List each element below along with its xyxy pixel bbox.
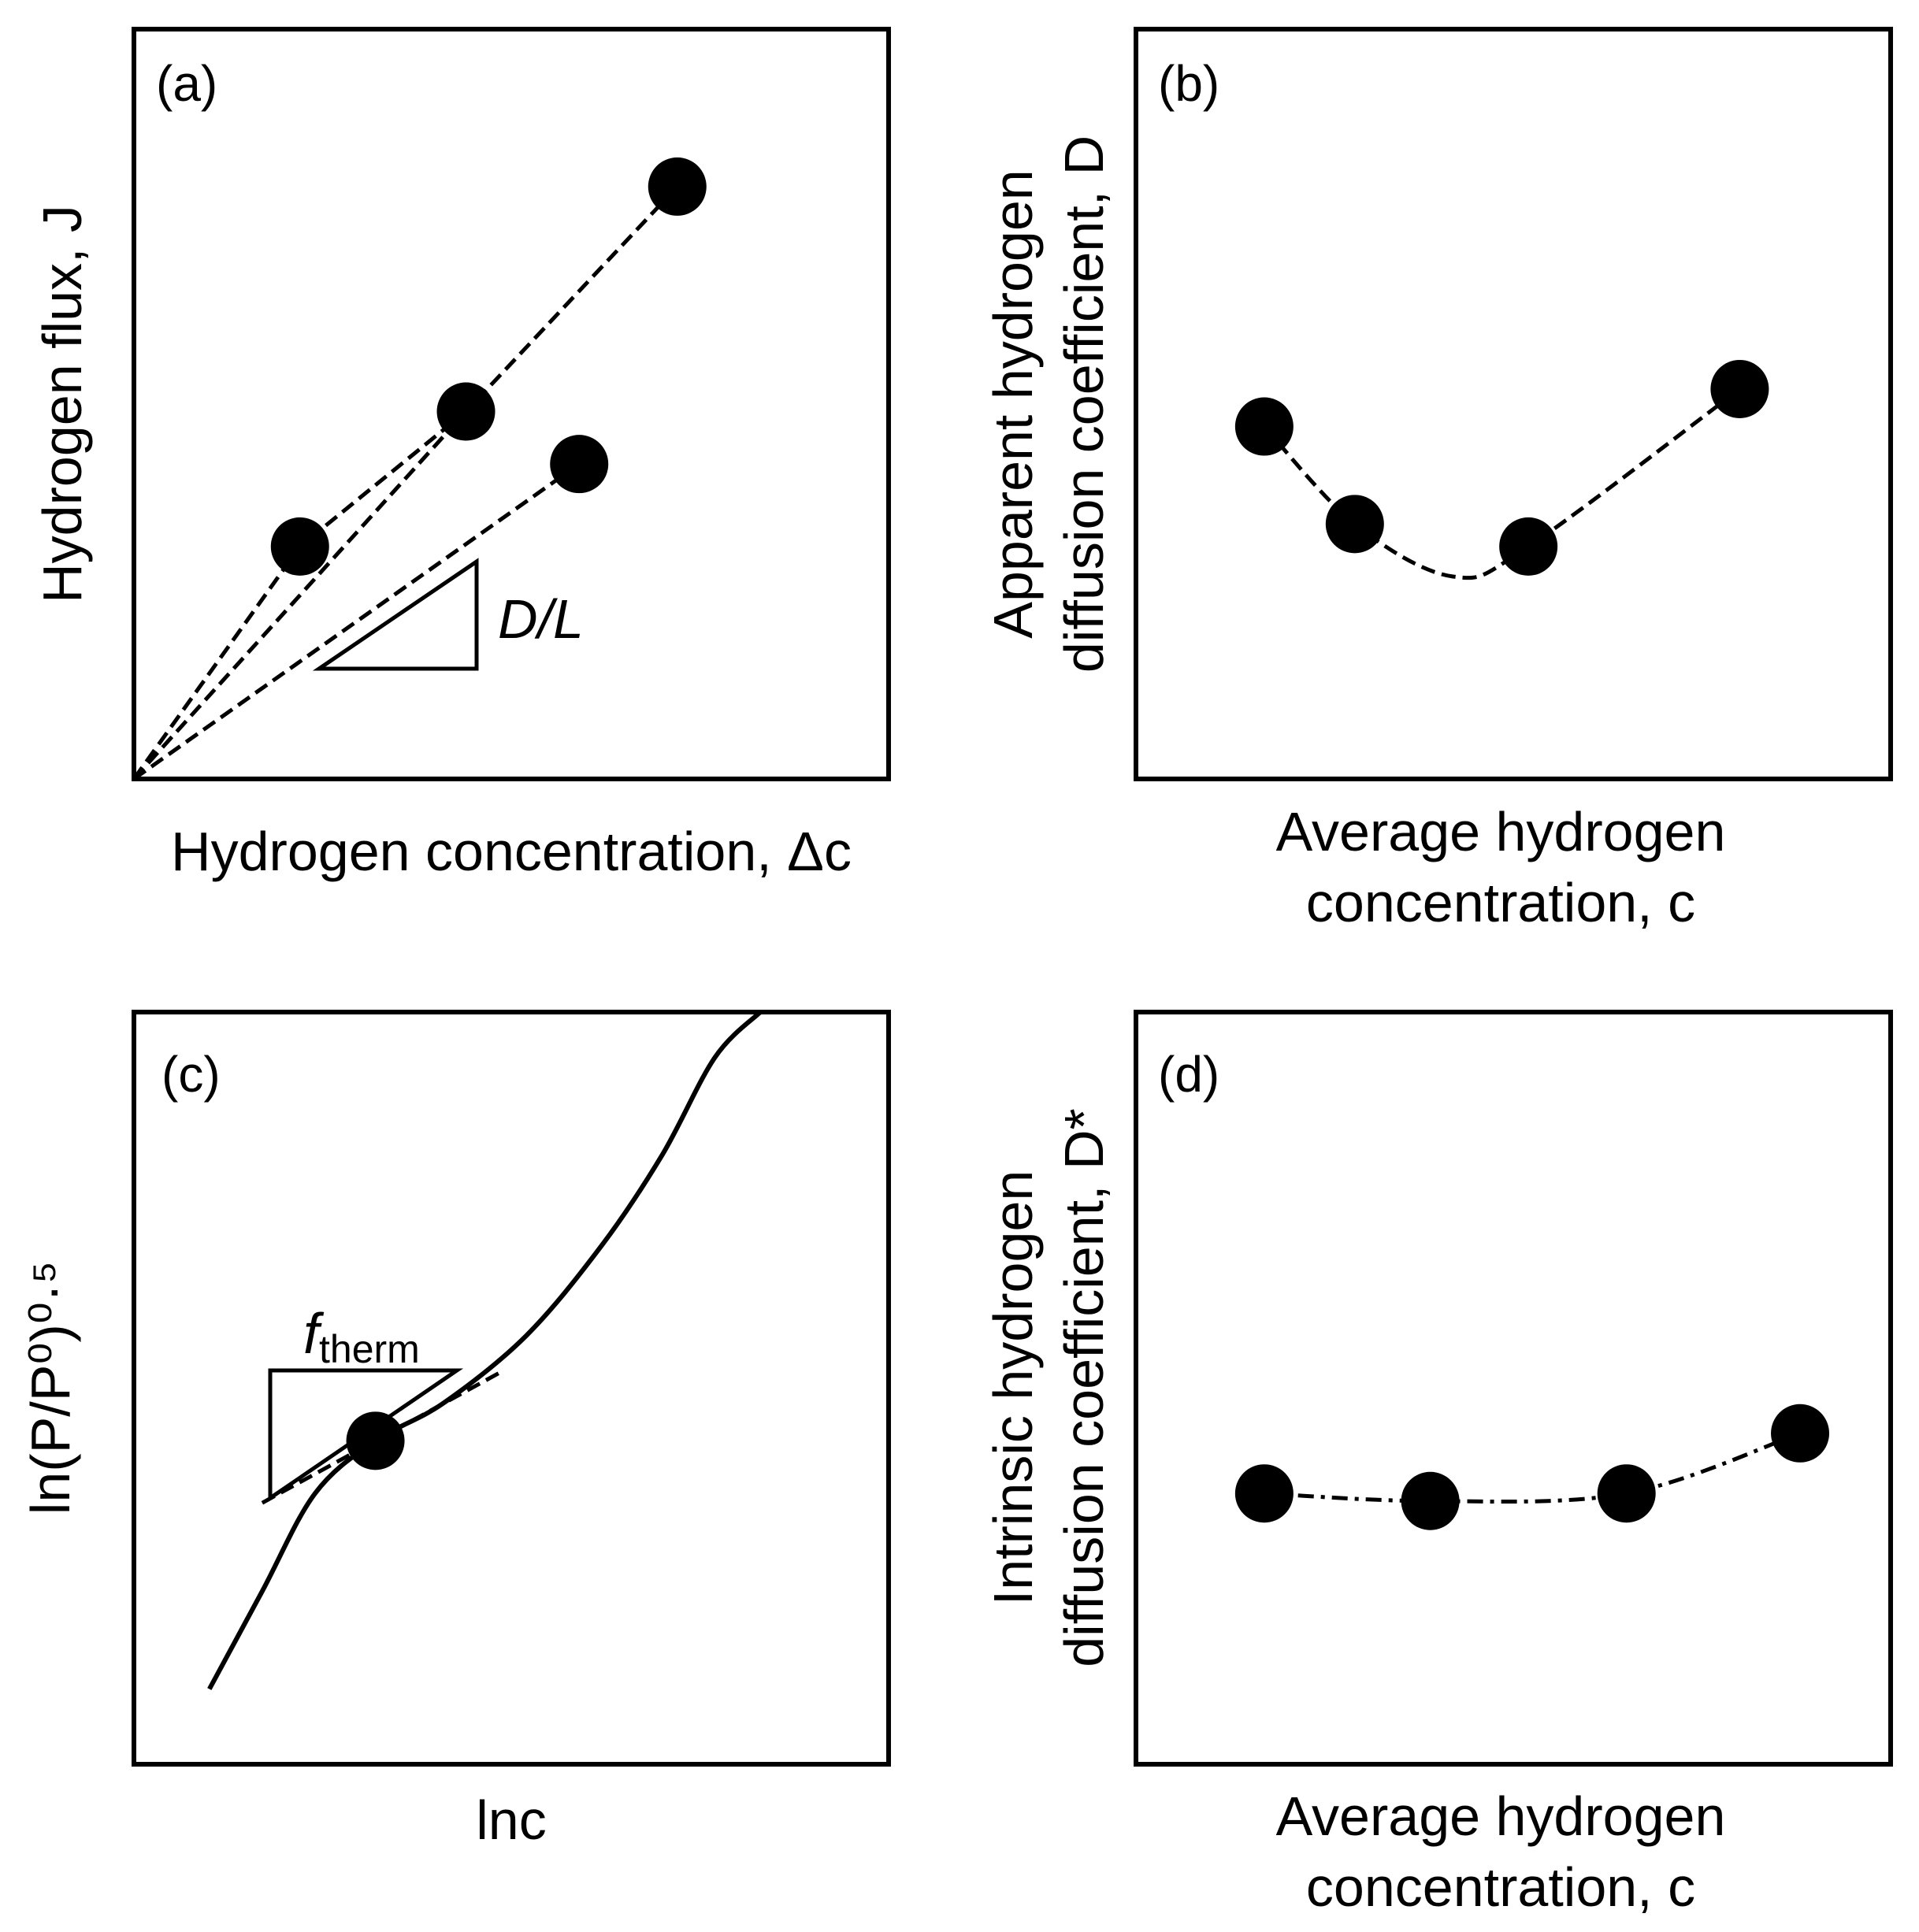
panel-d-label: (d) (1158, 1046, 1219, 1103)
panel-c-xlabel: lnc (476, 1789, 546, 1851)
panel-a-points (270, 157, 707, 576)
panel-a-label: (a) (156, 55, 217, 112)
panel-b-ylabel-line2: diffusion coefficient, D (1053, 135, 1115, 673)
panel-b-frame (1134, 27, 1893, 781)
panel-b-series-line (1263, 387, 1741, 580)
panel-b-ylabel-line1: Apparent hydrogen (982, 169, 1044, 638)
panel-c-points (346, 1411, 405, 1470)
panel-d-ylabel-line2: diffusion coefficient, D* (1053, 1108, 1115, 1667)
panel-d-frame (1134, 1010, 1893, 1767)
panel-d-series-line (1264, 1431, 1801, 1504)
panel-d-point-1 (1234, 1464, 1294, 1523)
panel-c-label: (c) (161, 1046, 221, 1103)
slope-triangle-a (312, 558, 479, 671)
panel-c-curve (207, 1010, 763, 1690)
panel-d-ylabel-line1: Intrinsic hydrogen (982, 1170, 1044, 1606)
panel-b-xlabel-line2: concentration, c (1306, 872, 1695, 933)
panel-b-point-4 (1710, 359, 1769, 418)
panel-d-point-4 (1771, 1404, 1830, 1463)
panel-d: (d) Average hydrogen concentration, c In… (982, 1010, 1893, 1918)
panel-a-point-1 (270, 517, 329, 576)
panel-a-ylabel: Hydrogen flux, J (32, 205, 93, 603)
panel-b-point-3 (1499, 517, 1558, 576)
panel-d-points (1234, 1404, 1830, 1530)
panel-c-point-1 (346, 1411, 405, 1470)
slope-triangle-c (268, 1368, 464, 1502)
panel-a-annotation: D/L (498, 588, 584, 650)
panel-c-ylabel: ln(P/P⁰)⁰·⁵ (20, 1261, 81, 1515)
panel-d-point-3 (1597, 1464, 1656, 1523)
panel-c-frame (132, 1010, 891, 1767)
panel-c: (c) f therm lnc ln(P/P⁰)⁰·⁵ (20, 1010, 891, 1851)
panel-d-xlabel-line1: Average hydrogen (1276, 1786, 1726, 1847)
panel-b-xlabel-line1: Average hydrogen (1276, 801, 1726, 862)
panel-b-points (1234, 359, 1769, 576)
panel-d-point-2 (1401, 1471, 1460, 1530)
panel-a-series-line-3 (132, 462, 581, 781)
panel-b-point-2 (1325, 495, 1384, 554)
panel-a-point-3 (550, 435, 609, 494)
panel-b-label: (b) (1158, 55, 1219, 112)
panel-a-point-2 (436, 382, 496, 441)
panel-a: (a) D/L Hydrogen concentration, Δc Hydro… (32, 27, 891, 882)
panel-a-frame (132, 27, 891, 781)
panel-d-xlabel-line2: concentration, c (1306, 1856, 1695, 1918)
panel-c-annotation-subscript: therm (319, 1327, 420, 1371)
panel-a-xlabel: Hydrogen concentration, Δc (171, 821, 852, 882)
panel-b: (b) Average hydrogen concentration, c Ap… (982, 27, 1893, 933)
panel-b-point-1 (1234, 397, 1294, 456)
panel-a-point-4 (648, 157, 707, 216)
